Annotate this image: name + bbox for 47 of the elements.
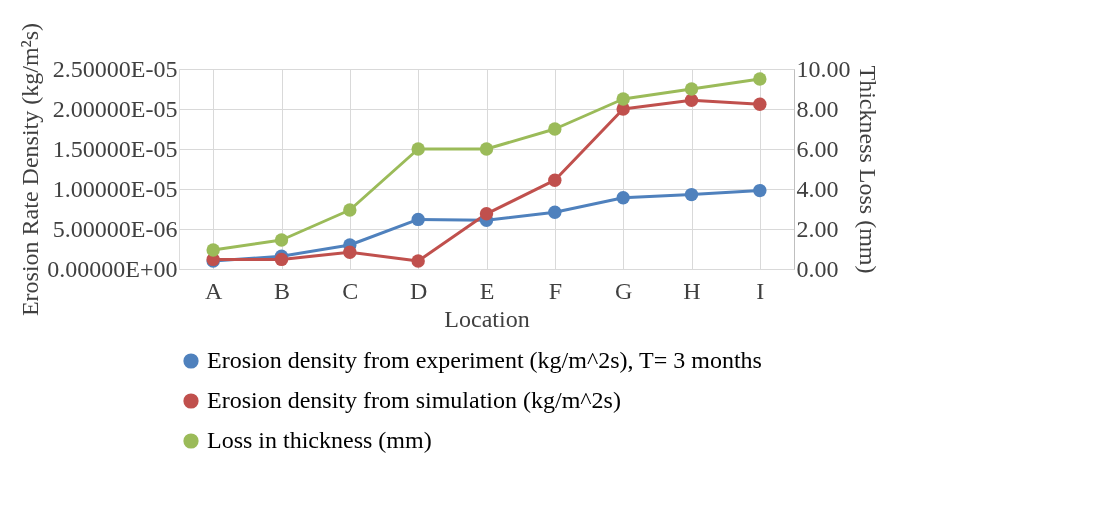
point — [753, 72, 767, 86]
y-tick-label: 0.00000E+00 — [47, 255, 178, 282]
point — [616, 92, 630, 106]
y2-tick-label: 8.00 — [796, 95, 839, 122]
x-tick-label: E — [479, 277, 495, 304]
point — [548, 122, 562, 136]
y2-axis-title: Thickness Loss (mm) — [854, 65, 881, 274]
point — [411, 212, 425, 227]
y2-tick-label: 10.00 — [796, 55, 851, 82]
y2-tick-label: 6.00 — [796, 135, 839, 162]
point — [411, 142, 425, 156]
point — [479, 142, 494, 156]
x-axis-title: Location — [444, 305, 530, 332]
x-tick-label: F — [548, 277, 563, 304]
point — [548, 205, 562, 219]
point — [343, 245, 357, 259]
point — [343, 203, 357, 217]
point — [411, 254, 425, 268]
y2-tick-label: 4.00 — [796, 175, 839, 202]
x-tick-label: I — [756, 277, 765, 304]
legend-label: Erosion density from simulation (kg/m^2s) — [207, 387, 621, 413]
point — [274, 233, 289, 247]
x-tick-label: D — [409, 277, 428, 304]
point — [753, 97, 767, 111]
legend-label: Loss in thickness (mm) — [207, 427, 432, 453]
x-tick-label: B — [273, 277, 291, 304]
y-tick-label: 5.00000E-06 — [52, 215, 178, 242]
point — [684, 187, 699, 202]
point — [616, 191, 630, 205]
x-tick-label: H — [683, 277, 701, 304]
y-tick-label: 2.00000E-05 — [52, 95, 178, 122]
point — [548, 173, 562, 187]
point — [479, 207, 494, 221]
y-tick-label: 1.50000E-05 — [52, 135, 178, 162]
y-tick-label: 2.50000E-05 — [52, 55, 178, 82]
point — [206, 243, 220, 257]
point — [684, 82, 699, 96]
y-tick-label: 1.00000E-05 — [52, 175, 178, 202]
legend-label: Erosion density from experiment (kg/m^2s), T= 3 months — [207, 347, 762, 373]
point — [753, 183, 767, 198]
y2-tick-label: 2.00 — [796, 215, 839, 242]
y2-tick-label: 0.00 — [796, 255, 839, 282]
x-tick-label: G — [614, 277, 633, 304]
x-tick-label: C — [342, 277, 359, 304]
y-axis-title: Erosion Rate Density (kg/m²s) — [17, 22, 44, 317]
x-tick-label: A — [204, 277, 223, 304]
point — [274, 252, 289, 267]
